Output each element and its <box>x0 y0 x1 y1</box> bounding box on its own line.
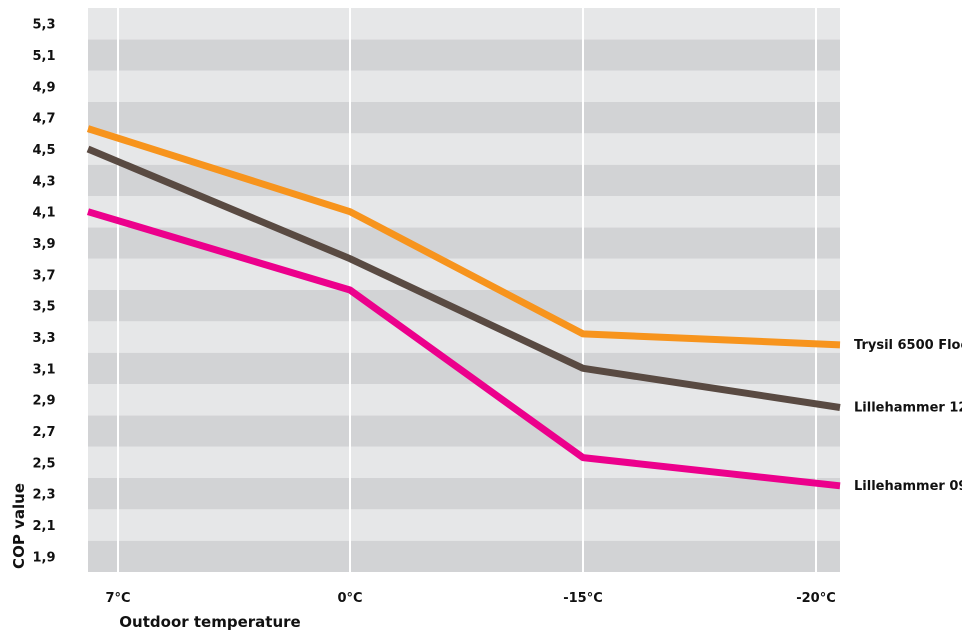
y-tick-label: 5,3 <box>32 18 55 33</box>
grid-band <box>88 102 840 134</box>
y-tick-label: 4,5 <box>32 143 55 158</box>
y-tick-label: 2,7 <box>32 425 55 440</box>
x-tick-label: -15°C <box>563 591 603 606</box>
grid-band <box>88 509 840 541</box>
grid-band <box>88 39 840 71</box>
grid-band <box>88 133 840 165</box>
series-label: Trysil 6500 Floor <box>854 338 962 353</box>
grid-band <box>88 70 840 102</box>
y-tick-label: 2,9 <box>32 394 55 409</box>
grid-band <box>88 227 840 259</box>
grid-band <box>88 290 840 322</box>
series-labels: Trysil 6500 Floor Lillehammer 12 Lillehamm… <box>854 338 962 494</box>
x-tick-label: 0°C <box>337 591 362 606</box>
series-label: Lillehammer 09 <box>854 479 962 494</box>
x-axis-title: Outdoor temperature <box>119 613 300 631</box>
y-tick-label: 3,5 <box>32 300 55 315</box>
y-tick-label: 2,1 <box>32 519 55 534</box>
grid-band <box>88 415 840 447</box>
background-bands <box>88 8 840 572</box>
series-line <box>86 208 841 490</box>
y-tick-label: 3,7 <box>32 268 55 283</box>
grid-band <box>88 8 840 40</box>
series-line <box>86 125 841 349</box>
y-tick-label: 4,3 <box>32 174 55 189</box>
y-tick-label: 3,9 <box>32 237 55 252</box>
y-tick-label: 4,7 <box>32 112 55 127</box>
y-tick-labels: 1,9 2,1 2,3 2,5 2,7 2,9 3,1 3,3 3,5 3,7 3,9 4,1 4,3 4… <box>32 18 55 566</box>
grid-band <box>88 540 840 572</box>
x-tick-label: -20°C <box>796 591 836 606</box>
x-tick-label: 7°C <box>105 591 130 606</box>
y-axis-title: COP value <box>10 483 28 569</box>
series-line <box>86 145 841 411</box>
grid-band <box>88 478 840 510</box>
y-tick-label: 4,9 <box>32 80 55 95</box>
x-tick-labels: 7°C 0°C -15°C -20°C <box>105 591 835 606</box>
series-lines <box>86 125 841 490</box>
y-tick-label: 5,1 <box>32 49 55 64</box>
grid-band <box>88 164 840 196</box>
y-tick-label: 3,3 <box>32 331 55 346</box>
grid-band <box>88 196 840 228</box>
series-label: Lillehammer 12 <box>854 401 962 416</box>
y-tick-label: 1,9 <box>32 550 55 565</box>
y-tick-label: 2,3 <box>32 488 55 503</box>
y-tick-label: 4,1 <box>32 206 55 221</box>
y-tick-label: 3,1 <box>32 362 55 377</box>
y-tick-label: 2,5 <box>32 456 55 471</box>
